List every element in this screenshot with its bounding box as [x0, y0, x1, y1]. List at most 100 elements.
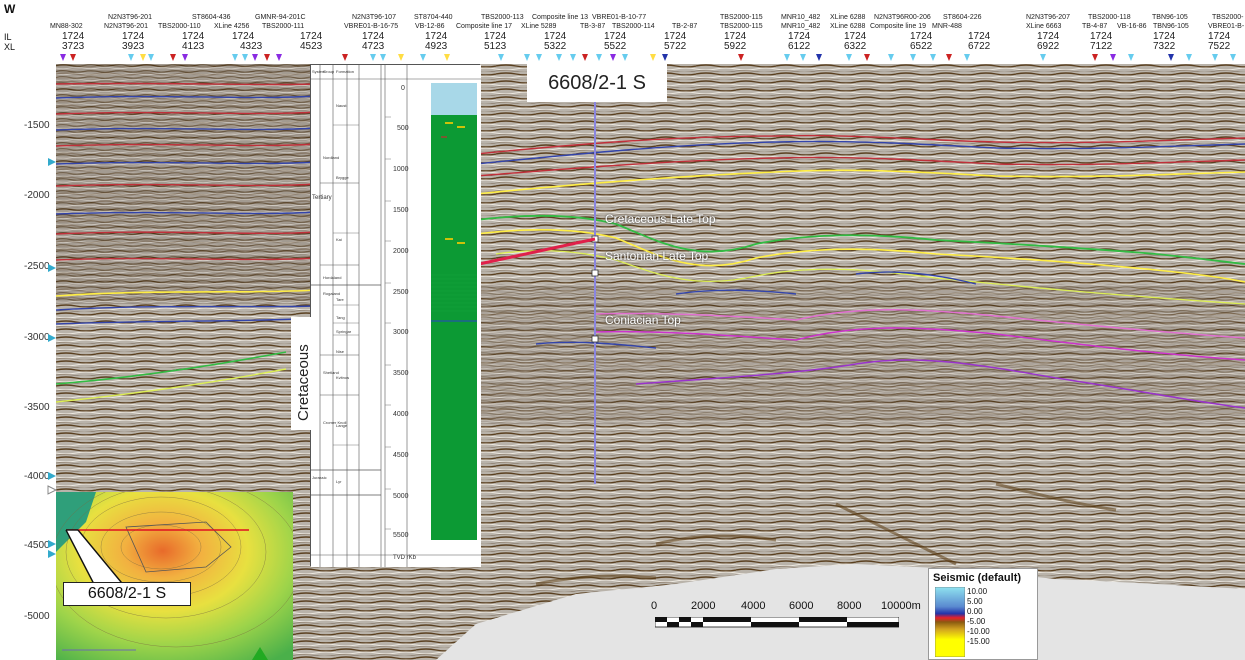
legend-title: Seismic (default) [933, 572, 1022, 584]
line-name: VB-16-86 [1117, 23, 1147, 30]
il-value: 1724 [62, 31, 85, 42]
era-label-box: Cretaceous [291, 317, 319, 430]
group-label: Shetland [323, 370, 339, 375]
xl-value: 4523 [300, 41, 323, 52]
line-name: TB-4-87 [1082, 23, 1108, 30]
log-depth: 2000 [393, 248, 409, 255]
xl-value: 4123 [182, 41, 205, 52]
il-value: 1724 [484, 31, 507, 42]
depth-tick: -4000 [24, 471, 50, 482]
horizon-label: Cretaceous Late Top [605, 212, 716, 226]
line-name: TBS2000-113 [481, 14, 524, 21]
il-value: 1724 [844, 31, 867, 42]
scale-label: 10000m [881, 600, 921, 612]
xl-value: 7522 [1208, 41, 1231, 52]
log-depth: 5000 [393, 493, 409, 500]
log-depth: 3500 [393, 370, 409, 377]
legend-tick: 5.00 [967, 597, 983, 606]
line-name: N2N3T96-201 [108, 14, 152, 21]
well-name-title: 6608/2-1 S [527, 64, 667, 102]
xl-value: 4323 [240, 41, 263, 52]
line-name: MN88-302 [50, 23, 83, 30]
xl-value: 6922 [1037, 41, 1060, 52]
line-name: ST8604-436 [192, 14, 231, 21]
xl-row-label: XL [4, 42, 16, 52]
line-name: VBRE01-B-16-75 [344, 23, 399, 30]
il-value: 1724 [1208, 31, 1231, 42]
xl-value: 5322 [544, 41, 567, 52]
formation-label: Nise [336, 349, 345, 354]
formation-label: Naust [336, 103, 347, 108]
line-name: TB-2-87 [672, 23, 698, 30]
line-name: ST8704-440 [414, 14, 453, 21]
line-name: VB-12-86 [415, 23, 445, 30]
il-value: 1724 [232, 31, 255, 42]
scale-label: 6000 [789, 600, 814, 612]
il-value: 1724 [968, 31, 991, 42]
xl-value: 7322 [1153, 41, 1176, 52]
log-depth: 500 [397, 125, 409, 132]
il-value: 1724 [1153, 31, 1176, 42]
depth-tick: -2000 [24, 190, 50, 201]
line-name: ST8604-226 [943, 14, 982, 21]
formation-label: Kai [336, 237, 342, 242]
depth-tick: -4500 [24, 540, 50, 551]
line-name: MNR-488 [932, 23, 962, 30]
scale-label: 2000 [691, 600, 716, 612]
well-log-panel: System Group Formation Tertiary Nordland… [310, 64, 481, 567]
seismic-legend: Seismic (default) 10.00 5.00 0.00 -5.00 … [928, 568, 1038, 660]
scale-label: 8000 [837, 600, 862, 612]
line-name: Composite line 13 [532, 14, 589, 21]
xl-value: 4723 [362, 41, 385, 52]
line-name: TBS2000-110 [158, 23, 201, 30]
il-value: 1724 [664, 31, 687, 42]
seismic-header: W IL XL N2N3T96-201 ST8604-436 GMNR-94-2… [0, 0, 1245, 64]
formation-label: Tang [336, 315, 345, 320]
formation-label: Kvitnos [336, 375, 350, 380]
log-depth: 1000 [393, 166, 409, 173]
line-name: TBS2000-115 [720, 14, 763, 21]
col-header: System [312, 69, 326, 74]
depth-tick: -5000 [24, 611, 50, 622]
legend-colorbar [935, 587, 965, 657]
xl-value: 4923 [425, 41, 448, 52]
il-value: 1724 [544, 31, 567, 42]
line-name: N2N3T96-207 [1026, 14, 1070, 21]
line-name: XLine 5289 [521, 23, 557, 30]
log-depth: 1500 [393, 207, 409, 214]
col-header: Group [323, 69, 335, 74]
line-name: XLine 6663 [1026, 23, 1062, 30]
formation-label: Lyr [336, 479, 342, 484]
xl-value: 5922 [724, 41, 747, 52]
horizon-label: Santonian Late Top [605, 249, 709, 263]
scale-label: 0 [651, 600, 658, 612]
inset-well-label: 6608/2-1 S [63, 582, 191, 606]
il-value: 1724 [122, 31, 145, 42]
group-label: Rogaland [323, 291, 341, 296]
intersection-markers [60, 54, 1236, 61]
seismic-section[interactable] [56, 64, 1245, 660]
il-value: 1724 [910, 31, 933, 42]
il-value: 1724 [425, 31, 448, 42]
line-name: N2N3T96R00-206 [874, 14, 931, 21]
system-label: Jurassic [312, 475, 327, 480]
line-name: TBS2000-118 [1088, 14, 1131, 21]
legend-tick: -5.00 [967, 617, 986, 626]
inset-map[interactable] [56, 492, 293, 660]
line-name: TBS2000-111 [262, 23, 305, 30]
stratigraphic-column [311, 65, 481, 567]
xl-value: 5722 [664, 41, 687, 52]
group-label: Hordaland [323, 275, 342, 280]
log-depth: 3000 [393, 329, 409, 336]
line-name: TBS2000-115 [720, 23, 763, 30]
il-value: 1724 [724, 31, 747, 42]
line-name: TB-3-87 [580, 23, 606, 30]
depth-tick: -1500 [24, 120, 50, 131]
log-depth: 0 [401, 85, 405, 92]
il-value: 1724 [300, 31, 323, 42]
formation-label: Lange [336, 423, 348, 428]
line-name: Composite line 17 [456, 23, 513, 30]
xl-value: 3923 [122, 41, 145, 52]
depth-tick: -3000 [24, 332, 50, 343]
line-name: Composite line 19 [870, 23, 927, 30]
